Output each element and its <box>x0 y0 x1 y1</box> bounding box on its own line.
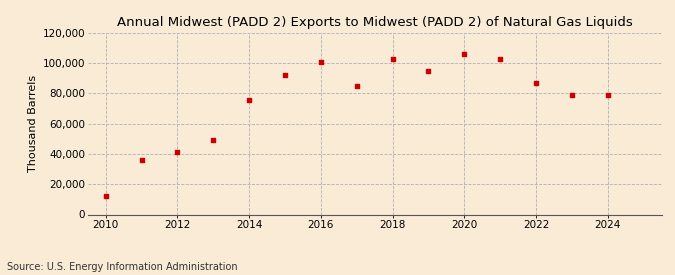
Point <box>602 93 613 97</box>
Point <box>495 56 506 61</box>
Point <box>101 194 111 199</box>
Title: Annual Midwest (PADD 2) Exports to Midwest (PADD 2) of Natural Gas Liquids: Annual Midwest (PADD 2) Exports to Midwe… <box>117 16 632 29</box>
Point <box>387 56 398 61</box>
Point <box>244 97 254 102</box>
Point <box>351 84 362 88</box>
Point <box>566 93 577 97</box>
Point <box>172 150 183 155</box>
Point <box>315 59 326 64</box>
Point <box>423 68 434 73</box>
Point <box>279 73 290 78</box>
Y-axis label: Thousand Barrels: Thousand Barrels <box>28 75 38 172</box>
Text: Source: U.S. Energy Information Administration: Source: U.S. Energy Information Administ… <box>7 262 238 272</box>
Point <box>208 138 219 142</box>
Point <box>136 158 147 162</box>
Point <box>531 81 541 85</box>
Point <box>459 52 470 56</box>
